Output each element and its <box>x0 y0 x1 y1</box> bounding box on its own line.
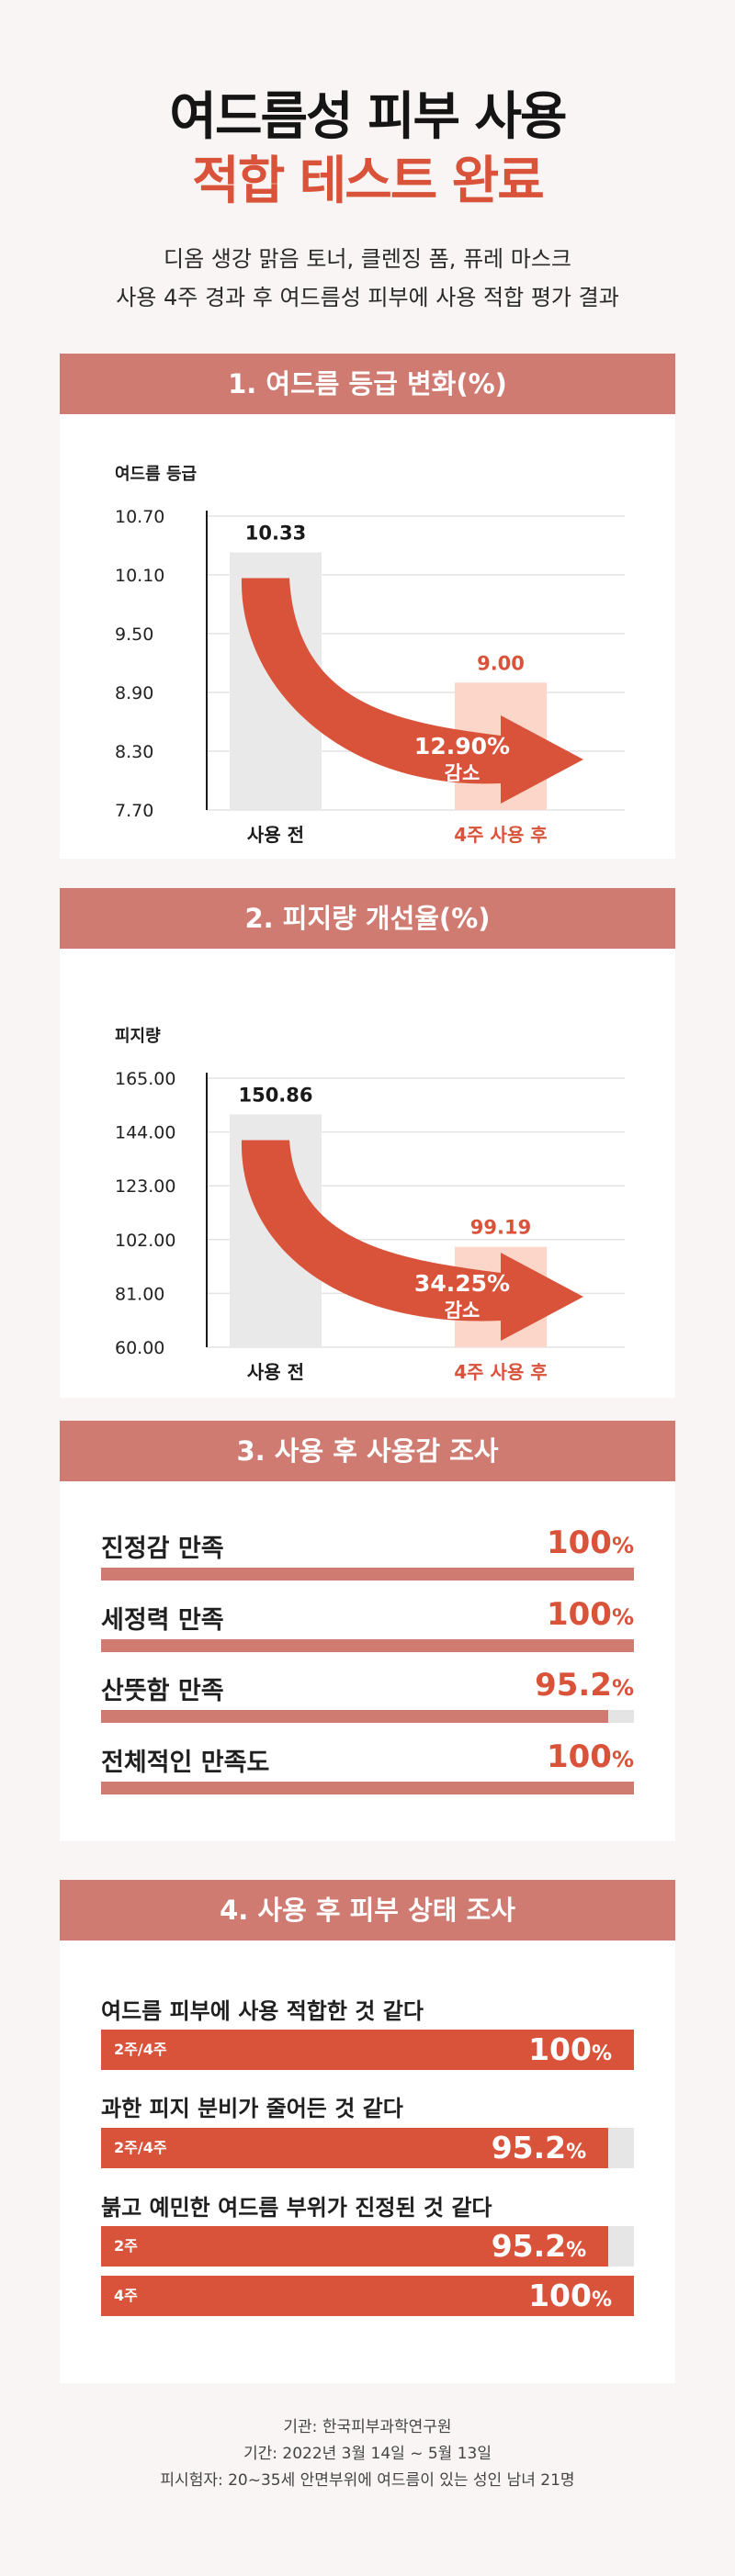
change-percent-label: 12.90% <box>414 733 510 759</box>
survey-bar-period: 2주/4주 <box>114 2041 167 2058</box>
section-4-card: 4. 사용 후 피부 상태 조사 여드름 피부에 사용 적합한 것 같다 2주/… <box>60 1880 675 2383</box>
bar-value-label: 10.33 <box>245 522 306 544</box>
satisfaction-bar-fill <box>101 1782 634 1794</box>
section-2-card: 2. 피지량 개선율(%) 피지량 165.00 144.00 123.00 102.0… <box>60 888 675 1398</box>
satisfaction-bar-track <box>101 1710 634 1723</box>
section-1-card: 1. 여드름 등급 변화(%) 여드름 등급 10.70 10.10 9.50 8.90… <box>60 354 675 859</box>
x-category-label: 사용 전 <box>247 824 304 846</box>
change-word-label: 감소 <box>445 762 481 784</box>
section-3-heading: 3. 사용 후 사용감 조사 <box>60 1421 675 1481</box>
satisfaction-value: 100% <box>546 1596 634 1633</box>
survey-bar-fill: 2주 95.2% <box>101 2226 609 2267</box>
satisfaction-label: 전체적인 만족도 <box>101 1749 270 1777</box>
bar-value-label: 9.00 <box>477 652 525 674</box>
satisfaction-value: 100% <box>546 1738 634 1775</box>
y-tick-label: 9.50 <box>115 624 153 645</box>
survey-bar-track: 2주/4주 95.2% <box>101 2128 634 2168</box>
y-tick-label: 7.70 <box>115 801 153 821</box>
y-tick-label: 165.00 <box>115 1069 175 1089</box>
y-tick-label: 144.00 <box>115 1123 175 1143</box>
satisfaction-label: 진정감 만족 <box>101 1535 224 1563</box>
satisfaction-bar-fill <box>101 1568 634 1580</box>
satisfaction-bar-fill <box>101 1639 634 1652</box>
satisfaction-value: 95.2% <box>535 1667 634 1704</box>
survey-bar-value: 95.2% <box>491 2130 587 2165</box>
section-1-heading: 1. 여드름 등급 변화(%) <box>60 354 675 414</box>
sebum-bar-chart: 피지량 165.00 144.00 123.00 102.00 81.00 60.00 150… <box>115 1027 625 1383</box>
change-word-label: 감소 <box>445 1299 481 1322</box>
grade-bar-chart: 여드름 등급 10.70 10.10 9.50 8.90 8.30 7.70 10.33 사용 … <box>115 465 625 846</box>
satisfaction-bar-track <box>101 1639 634 1652</box>
survey-bar-period: 4주 <box>114 2287 138 2304</box>
y-tick-label: 10.70 <box>115 507 164 527</box>
footer-period: 기간: 2022년 3월 14일 ~ 5월 13일 <box>243 2445 492 2463</box>
survey-question: 붉고 예민한 여드름 부위가 진정된 것 같다 <box>101 2195 492 2221</box>
title-line-1: 여드름성 피부 사용 <box>169 87 567 147</box>
bar-value-label: 99.19 <box>470 1217 531 1239</box>
survey-bar-period: 2주/4주 <box>114 2139 167 2156</box>
satisfaction-bar-track <box>101 1568 634 1580</box>
footer-institution: 기관: 한국피부과학연구원 <box>283 2418 452 2436</box>
satisfaction-label: 산뜻함 만족 <box>101 1677 224 1705</box>
subtitle-line-2: 사용 4주 경과 후 여드름성 피부에 사용 적합 평가 결과 <box>116 285 619 310</box>
survey-bar-period: 2주 <box>114 2237 138 2255</box>
satisfaction-label: 세정력 만족 <box>101 1606 224 1635</box>
change-percent-label: 34.25% <box>414 1270 510 1297</box>
y-tick-label: 8.90 <box>115 683 153 703</box>
y-tick-label: 81.00 <box>115 1284 164 1304</box>
satisfaction-bar-track <box>101 1782 634 1794</box>
survey-bar-track: 2주/4주 100% <box>101 2030 634 2070</box>
decrease-arrow <box>241 1140 583 1341</box>
survey-bar-value: 95.2% <box>491 2228 587 2264</box>
satisfaction-bar-fill <box>101 1710 609 1723</box>
y-tick-label: 102.00 <box>115 1231 175 1251</box>
x-category-label: 4주 사용 후 <box>454 824 547 846</box>
section-4-heading: 4. 사용 후 피부 상태 조사 <box>60 1880 675 1940</box>
title-line-2: 적합 테스트 완료 <box>192 152 545 211</box>
section-3-card: 3. 사용 후 사용감 조사 진정감 만족 100% 세정력 만족 100% 산… <box>60 1421 675 1841</box>
survey-question: 과한 피지 분비가 줄어든 것 같다 <box>101 2096 403 2121</box>
survey-bar-value: 100% <box>528 2031 612 2067</box>
survey-bar-value: 100% <box>528 2278 612 2313</box>
section-2-heading: 2. 피지량 개선율(%) <box>60 888 675 949</box>
survey-bar-fill: 4주 100% <box>101 2276 634 2316</box>
y-tick-label: 123.00 <box>115 1176 175 1197</box>
survey-bar-track: 4주 100% <box>101 2276 634 2316</box>
survey-bar-fill: 2주/4주 100% <box>101 2030 634 2070</box>
x-category-label: 4주 사용 후 <box>454 1361 547 1383</box>
y-tick-label: 8.30 <box>115 742 153 762</box>
survey-question: 여드름 피부에 사용 적합한 것 같다 <box>101 1998 424 2024</box>
y-axis-label: 여드름 등급 <box>115 465 197 484</box>
bar-value-label: 150.86 <box>238 1084 312 1106</box>
subtitle-line-1: 디옴 생강 맑음 토너, 클렌징 폼, 퓨레 마스크 <box>163 246 572 272</box>
decrease-arrow <box>241 578 583 804</box>
x-category-label: 사용 전 <box>247 1361 304 1383</box>
y-tick-label: 10.10 <box>115 566 164 586</box>
footer-subjects: 피시험자: 20~35세 안면부위에 여드름이 있는 성인 남녀 21명 <box>160 2471 575 2490</box>
y-axis-label: 피지량 <box>115 1027 161 1046</box>
y-tick-label: 60.00 <box>115 1338 164 1358</box>
satisfaction-value: 100% <box>546 1524 634 1561</box>
survey-bar-fill: 2주/4주 95.2% <box>101 2128 609 2168</box>
survey-bar-track: 2주 95.2% <box>101 2226 634 2267</box>
